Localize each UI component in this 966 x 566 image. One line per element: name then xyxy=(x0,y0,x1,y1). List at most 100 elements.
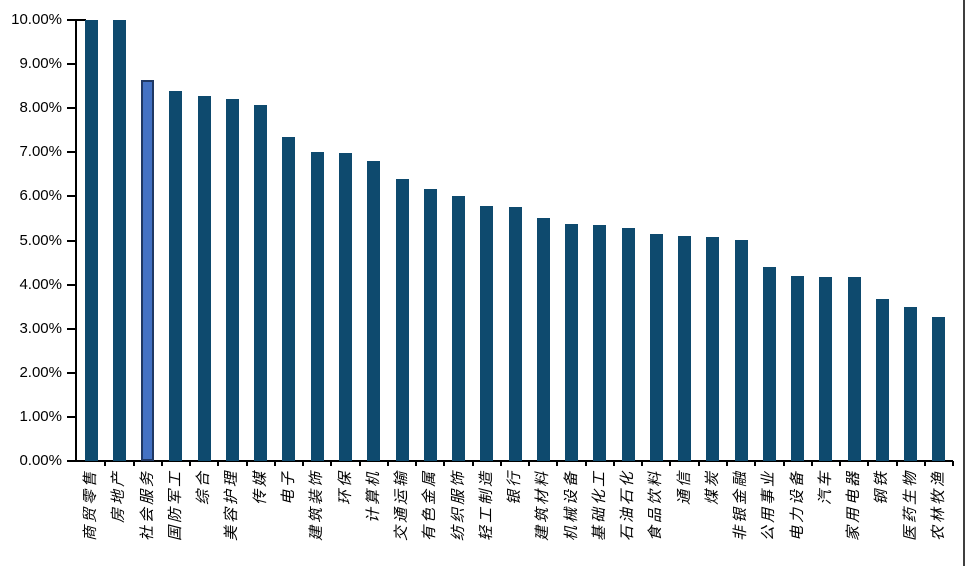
bar-房地产 xyxy=(112,20,126,461)
category-label-汽车: 汽车 xyxy=(817,469,834,506)
category-label-房地产: 房地产 xyxy=(111,469,128,524)
y-tick-label: 1.00% xyxy=(19,407,62,425)
y-axis-tick xyxy=(67,19,75,21)
category-label-钢铁: 钢铁 xyxy=(874,469,891,506)
bar-社会服务 xyxy=(141,80,155,461)
category-label-医药生物: 医药生物 xyxy=(902,469,919,542)
y-tick-label: 6.00% xyxy=(19,187,62,205)
bar-机械设备 xyxy=(565,224,578,461)
bar-汽车 xyxy=(819,277,833,461)
x-axis-tick xyxy=(443,461,446,466)
category-label-通信: 通信 xyxy=(676,469,693,506)
category-label-综合: 综合 xyxy=(196,469,213,506)
x-axis-tick xyxy=(612,461,615,466)
category-label-商贸零售: 商贸零售 xyxy=(83,469,100,542)
bar-国防军工 xyxy=(169,91,183,461)
bar-石油石化 xyxy=(621,228,635,461)
category-label-美容护理: 美容护理 xyxy=(224,469,241,542)
x-axis-tick xyxy=(782,461,785,466)
x-axis-tick xyxy=(386,461,389,466)
y-axis-tick xyxy=(67,63,75,66)
category-label-国防军工: 国防军工 xyxy=(167,469,184,542)
bar-计算机 xyxy=(367,161,381,461)
bar-交通运输 xyxy=(395,179,409,461)
bar-煤炭 xyxy=(706,237,720,461)
y-tick-label: 0.00% xyxy=(19,452,62,469)
category-label-计算机: 计算机 xyxy=(365,469,382,524)
bar-建筑材料 xyxy=(536,218,550,461)
y-axis-line xyxy=(75,19,77,462)
category-label-家用电器: 家用电器 xyxy=(846,469,863,542)
category-label-基础化工: 基础化工 xyxy=(591,469,608,542)
y-axis-tick xyxy=(67,239,75,242)
x-axis-tick xyxy=(415,461,418,466)
x-axis-tick xyxy=(952,461,954,466)
category-label-石油石化: 石油石化 xyxy=(620,469,636,542)
y-axis-top-cap xyxy=(77,19,86,21)
bar-通信 xyxy=(678,236,691,461)
y-axis-tick xyxy=(67,151,75,154)
bar-农林牧渔 xyxy=(932,317,946,461)
x-axis-tick xyxy=(217,461,220,466)
x-axis-tick xyxy=(302,461,305,466)
bar-公用事业 xyxy=(762,267,776,461)
bar-纺织服饰 xyxy=(452,196,465,461)
x-axis-line xyxy=(75,460,953,462)
x-axis-tick xyxy=(810,461,813,466)
bar-轻工制造 xyxy=(480,206,494,461)
y-tick-label: 7.00% xyxy=(19,143,62,161)
x-axis-tick xyxy=(189,461,191,466)
y-axis-tick xyxy=(67,107,75,110)
x-axis-tick xyxy=(273,461,276,466)
y-tick-label: 3.00% xyxy=(19,319,62,337)
category-label-纺织服饰: 纺织服饰 xyxy=(450,469,467,542)
y-axis-tick xyxy=(67,283,75,286)
x-axis-tick xyxy=(528,461,531,466)
x-axis-tick xyxy=(584,461,587,466)
y-tick-label: 9.00% xyxy=(19,55,62,73)
x-axis-tick xyxy=(471,461,474,466)
x-axis-tick xyxy=(754,461,757,466)
x-axis-tick xyxy=(499,461,502,466)
category-label-煤炭: 煤炭 xyxy=(704,469,721,506)
category-label-电子: 电子 xyxy=(280,469,297,506)
bar-非银金融 xyxy=(734,240,748,461)
category-label-有色金属: 有色金属 xyxy=(422,469,439,542)
category-label-建筑装饰: 建筑装饰 xyxy=(309,469,326,542)
x-axis-tick xyxy=(104,461,107,466)
y-axis-tick xyxy=(67,371,75,374)
category-label-社会服务: 社会服务 xyxy=(139,469,156,542)
bar-基础化工 xyxy=(593,225,607,461)
bar-银行 xyxy=(508,207,522,461)
bar-环保 xyxy=(339,153,352,461)
x-axis-tick xyxy=(358,461,361,466)
x-axis-tick xyxy=(669,461,672,466)
bar-医药生物 xyxy=(904,307,918,461)
bar-钢铁 xyxy=(875,299,889,461)
y-tick-label: 2.00% xyxy=(19,363,62,381)
category-label-环保: 环保 xyxy=(337,469,354,506)
y-axis-tick xyxy=(67,460,75,462)
bar-传媒 xyxy=(254,105,268,461)
x-axis-tick xyxy=(641,461,644,466)
category-label-电力设备: 电力设备 xyxy=(789,469,806,542)
bar-电力设备 xyxy=(791,276,805,461)
y-axis-tick xyxy=(67,327,75,330)
category-label-非银金融: 非银金融 xyxy=(733,469,750,542)
bar-商贸零售 xyxy=(84,20,98,461)
category-label-传媒: 传媒 xyxy=(252,469,269,506)
bar-综合 xyxy=(197,96,211,461)
x-axis-tick xyxy=(839,461,841,466)
bar-电子 xyxy=(282,137,296,461)
category-label-机械设备: 机械设备 xyxy=(563,469,580,542)
x-axis-tick xyxy=(132,461,135,466)
x-axis-tick xyxy=(923,461,926,466)
category-label-食品饮料: 食品饮料 xyxy=(648,469,665,542)
category-label-建筑材料: 建筑材料 xyxy=(535,469,552,542)
x-axis-tick xyxy=(697,461,700,466)
category-label-公用事业: 公用事业 xyxy=(761,469,778,542)
y-axis-tick xyxy=(67,415,75,418)
x-axis-tick xyxy=(895,461,898,466)
y-axis-tick xyxy=(67,195,75,198)
